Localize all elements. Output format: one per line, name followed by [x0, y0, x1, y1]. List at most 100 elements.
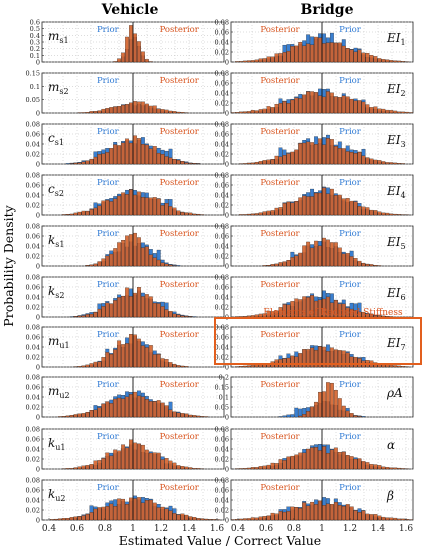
- posterior-bar: [373, 106, 378, 114]
- posterior-bar: [373, 514, 378, 521]
- y-tick-label: 0.05: [215, 404, 229, 412]
- posterior-bar: [369, 158, 374, 165]
- column-title-vehicle: Vehicle: [101, 2, 159, 18]
- posterior-bar: [314, 240, 318, 267]
- y-tick-label: 0.06: [215, 29, 229, 37]
- posterior-bar: [109, 201, 114, 216]
- posterior-bar: [180, 513, 185, 521]
- y-tick-label: 0: [225, 161, 229, 169]
- posterior-bar: [266, 159, 271, 165]
- posterior-bar: [365, 207, 370, 216]
- posterior-bar: [361, 101, 366, 114]
- posterior-bar: [345, 151, 350, 165]
- posterior-bar: [117, 397, 122, 418]
- y-tick-label: 0.08: [26, 477, 40, 485]
- y-tick-label: 0.04: [215, 243, 229, 251]
- posterior-bar: [290, 99, 295, 114]
- posterior-bar: [192, 163, 197, 165]
- y-tick-label: 0.08: [215, 477, 229, 485]
- posterior-bar: [85, 364, 90, 368]
- posterior-bar: [97, 154, 102, 165]
- posterior-bar: [369, 209, 374, 216]
- y-tick-label: 0.02: [26, 507, 40, 515]
- posterior-bar: [393, 213, 398, 216]
- y-tick-label: 0.06: [215, 334, 229, 342]
- posterior-bar: [156, 198, 161, 216]
- posterior-bar: [333, 195, 338, 216]
- prior-label: Prior: [339, 330, 362, 340]
- posterior-bar: [144, 294, 149, 318]
- y-tick-label: 0.06: [215, 284, 229, 292]
- y-tick-label: 0.02: [215, 100, 229, 108]
- posterior-bar: [69, 517, 74, 521]
- posterior-bar: [349, 98, 354, 114]
- posterior-label: Posterior: [260, 178, 300, 188]
- posterior-bar: [369, 107, 374, 114]
- prior-label: Prior: [97, 432, 120, 442]
- posterior-bar: [250, 365, 255, 368]
- posterior-bar: [133, 232, 137, 267]
- posterior-bar: [385, 467, 390, 470]
- posterior-bar: [306, 448, 311, 470]
- prior-label: Prior: [97, 76, 120, 86]
- posterior-bar: [144, 144, 149, 165]
- posterior-bar: [121, 344, 126, 368]
- y-tick-label: 0.02: [26, 304, 40, 312]
- posterior-bar: [270, 56, 275, 63]
- y-tick-label: 0.02: [215, 354, 229, 362]
- y-tick-label: 0.08: [215, 324, 229, 332]
- posterior-bar: [298, 452, 303, 470]
- posterior-bar: [168, 460, 173, 470]
- posterior-bar: [266, 210, 271, 216]
- posterior-label: Posterior: [260, 76, 300, 86]
- posterior-bar: [125, 104, 129, 114]
- posterior-bar: [282, 358, 287, 368]
- posterior-bar: [306, 349, 311, 368]
- posterior-bar: [148, 197, 153, 216]
- y-tick-label: 0.06: [26, 284, 40, 292]
- posterior-bar: [133, 194, 137, 216]
- posterior-bar: [258, 212, 263, 216]
- posterior-bar: [337, 505, 342, 521]
- posterior-bar: [152, 197, 157, 216]
- posterior-bar: [65, 415, 70, 418]
- posterior-bar: [148, 452, 153, 470]
- y-tick-label: 0: [225, 212, 229, 220]
- posterior-bar: [290, 257, 295, 267]
- posterior-bar: [77, 516, 82, 521]
- posterior-bar: [401, 111, 406, 114]
- posterior-bar: [361, 263, 366, 267]
- posterior-bar: [318, 95, 322, 114]
- posterior-bar: [377, 465, 382, 470]
- posterior-bar: [133, 135, 137, 165]
- posterior-bar: [105, 452, 110, 470]
- posterior-bar: [125, 447, 129, 470]
- posterior-bar: [361, 461, 366, 470]
- posterior-bar: [85, 265, 90, 267]
- posterior-bar: [137, 395, 141, 418]
- posterior-bar: [113, 248, 118, 267]
- posterior-bar: [137, 101, 141, 114]
- posterior-bar: [373, 210, 378, 216]
- posterior-bar: [326, 503, 330, 521]
- posterior-bar: [81, 465, 86, 470]
- posterior-bar: [238, 111, 243, 114]
- posterior-bar: [97, 507, 102, 521]
- prior-label: Prior: [339, 483, 362, 493]
- y-tick-label: 0.06: [215, 487, 229, 495]
- posterior-bar: [254, 161, 259, 165]
- posterior-bar: [133, 391, 137, 418]
- y-tick-label: 0.6: [30, 19, 40, 27]
- posterior-label: Posterior: [260, 380, 300, 390]
- posterior-bar: [180, 466, 185, 470]
- posterior-bar: [69, 163, 74, 165]
- posterior-bar: [274, 207, 279, 216]
- posterior-bar: [318, 37, 322, 63]
- posterior-bar: [365, 263, 370, 267]
- posterior-bar: [172, 363, 177, 368]
- posterior-bar: [164, 458, 169, 470]
- posterior-bar: [322, 187, 326, 216]
- column-title-bridge: Bridge: [300, 2, 353, 18]
- posterior-bar: [349, 456, 354, 470]
